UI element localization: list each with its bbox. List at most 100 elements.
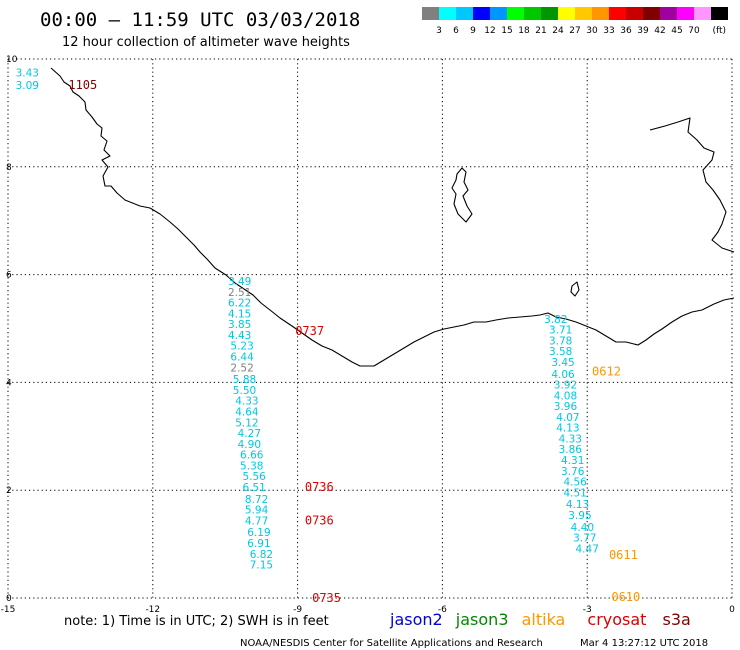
wave-height-value: 4.06 bbox=[551, 369, 575, 381]
wave-height-value: 3.95 bbox=[568, 510, 591, 522]
lon-tick-label: -3 bbox=[583, 605, 592, 615]
color-swatch bbox=[473, 7, 490, 20]
color-scale-label: 39 bbox=[637, 26, 649, 36]
lon-tick-label: -9 bbox=[293, 605, 302, 615]
lat-tick-label: 10 bbox=[6, 55, 18, 65]
wave-height-value: 5.50 bbox=[233, 385, 256, 397]
wave-height-value: 7.15 bbox=[250, 560, 273, 572]
page-subtitle: 12 hour collection of altimeter wave hei… bbox=[62, 35, 350, 50]
satellite-legend: jason2 jason3 altika cryosat s3a bbox=[389, 610, 691, 629]
wave-height-value: 5.38 bbox=[240, 460, 263, 472]
wave-height-value: 4.08 bbox=[554, 390, 577, 402]
wave-height-value: 6.91 bbox=[247, 538, 270, 550]
satellite-name: cryosat bbox=[587, 610, 646, 629]
wave-height-value: 6.22 bbox=[228, 298, 251, 310]
color-scale-label: 3 bbox=[436, 26, 442, 36]
wave-height-tracks: 3.433.09 3.492.516.224.153.854.435.236.44… bbox=[16, 67, 599, 571]
lon-tick-label: -6 bbox=[438, 605, 447, 615]
wave-height-value: 2.51 bbox=[228, 287, 251, 299]
color-swatch bbox=[677, 7, 694, 20]
northeast-coastline bbox=[649, 117, 735, 253]
wave-height-value: 4.77 bbox=[245, 515, 268, 527]
wave-height-value: 3.09 bbox=[16, 80, 39, 92]
wave-height-value: 3.78 bbox=[549, 335, 572, 347]
wave-height-value: 4.31 bbox=[561, 455, 584, 467]
wave-height-value: 2.52 bbox=[230, 362, 253, 374]
wave-height-value: 3.45 bbox=[551, 357, 574, 369]
wave-height-value: 3.82 bbox=[544, 314, 567, 326]
wave-height-value: 3.92 bbox=[554, 380, 577, 392]
color-swatch bbox=[660, 7, 677, 20]
color-swatch bbox=[592, 7, 609, 20]
pass-time-label: 0735 bbox=[312, 591, 341, 605]
color-swatch bbox=[524, 7, 541, 20]
lon-tick-label: -15 bbox=[1, 605, 16, 615]
color-swatch bbox=[456, 7, 473, 20]
wave-height-value: 4.64 bbox=[235, 407, 259, 419]
lat-tick-label: 2 bbox=[6, 486, 12, 496]
lat-tick-label: 0 bbox=[6, 594, 12, 604]
bioko-island-outline bbox=[451, 167, 473, 223]
color-scale-label: 42 bbox=[654, 26, 665, 36]
wave-height-value: 4.15 bbox=[228, 308, 251, 320]
color-scale-label: 6 bbox=[453, 26, 459, 36]
wave-height-value: 5.12 bbox=[235, 417, 258, 429]
wave-height-value: 3.43 bbox=[16, 67, 39, 79]
wave-height-value: 3.86 bbox=[559, 444, 583, 456]
credit-line: NOAA/NESDIS Center for Satellite Applica… bbox=[240, 638, 543, 649]
wave-height-value: 4.40 bbox=[571, 522, 594, 534]
pass-time-label: 1105 bbox=[68, 78, 97, 92]
wave-height-value: 4.13 bbox=[566, 499, 589, 511]
wave-height-value: 3.76 bbox=[561, 466, 585, 478]
pass-time-labels: 1105 0737 0736 0736 0735 0612 0611 0610 bbox=[68, 78, 640, 605]
wave-height-value: 4.56 bbox=[563, 477, 587, 489]
color-swatch bbox=[575, 7, 592, 20]
color-swatch bbox=[558, 7, 575, 20]
generated-timestamp: Mar 4 13:27:12 UTC 2018 bbox=[580, 638, 708, 649]
color-scale-label: 18 bbox=[518, 26, 530, 36]
wave-height-value: 3.85 bbox=[228, 319, 251, 331]
wave-height-value: 5.56 bbox=[242, 471, 266, 483]
color-swatch bbox=[541, 7, 558, 20]
wave-height-value: 4.43 bbox=[228, 330, 251, 342]
map-grid: -15 -12 -9 -6 -3 0 10 8 6 4 2 0 bbox=[1, 55, 735, 615]
satellite-name: s3a bbox=[663, 610, 691, 629]
wave-height-value: 4.07 bbox=[556, 412, 579, 424]
pass-time-label: 0612 bbox=[592, 365, 621, 379]
wave-height-value: 4.33 bbox=[235, 396, 258, 408]
wave-height-value: 4.47 bbox=[576, 543, 599, 555]
wave-height-value: 6.19 bbox=[247, 527, 270, 539]
color-scale-label: 24 bbox=[552, 26, 564, 36]
satellite-name: altika bbox=[522, 610, 566, 629]
wave-height-value: 4.33 bbox=[559, 433, 582, 445]
coastline bbox=[50, 67, 735, 367]
color-scale-label: 36 bbox=[620, 26, 632, 36]
wave-height-value: 4.27 bbox=[238, 428, 261, 440]
color-swatch bbox=[694, 7, 711, 20]
wave-height-value: 6.66 bbox=[240, 450, 264, 462]
pass-time-label: 0736 bbox=[305, 480, 334, 494]
lat-tick-label: 4 bbox=[6, 378, 12, 388]
wave-height-value: 4.90 bbox=[238, 439, 261, 451]
lon-tick-label: -12 bbox=[145, 605, 160, 615]
wave-height-value: 6.82 bbox=[250, 549, 273, 561]
lat-tick-label: 8 bbox=[6, 163, 12, 173]
footnote: note: 1) Time is in UTC; 2) SWH is in fe… bbox=[64, 614, 329, 629]
lon-tick-label: 0 bbox=[729, 605, 735, 615]
wave-height-value: 4.13 bbox=[556, 423, 579, 435]
color-swatch bbox=[711, 7, 728, 20]
color-scale-label: 45 bbox=[671, 26, 682, 36]
color-swatch bbox=[507, 7, 524, 20]
wave-height-value: 4.51 bbox=[563, 487, 586, 499]
pass-time-label: 0736 bbox=[305, 513, 334, 527]
color-scale-legend: 3 6 9 12 15 18 21 24 27 30 33 36 39 42 45 70 (ft) bbox=[422, 7, 728, 36]
wave-height-value: 6.44 bbox=[230, 352, 254, 364]
color-swatch bbox=[609, 7, 626, 20]
page-title: 00:00 – 11:59 UTC 03/03/2018 bbox=[40, 9, 360, 31]
wave-height-value: 5.88 bbox=[233, 374, 256, 386]
wave-height-value: 5.23 bbox=[230, 341, 253, 353]
pass-time-label: 0610 bbox=[611, 590, 640, 604]
color-swatch bbox=[439, 7, 456, 20]
lat-tick-label: 6 bbox=[6, 271, 12, 281]
